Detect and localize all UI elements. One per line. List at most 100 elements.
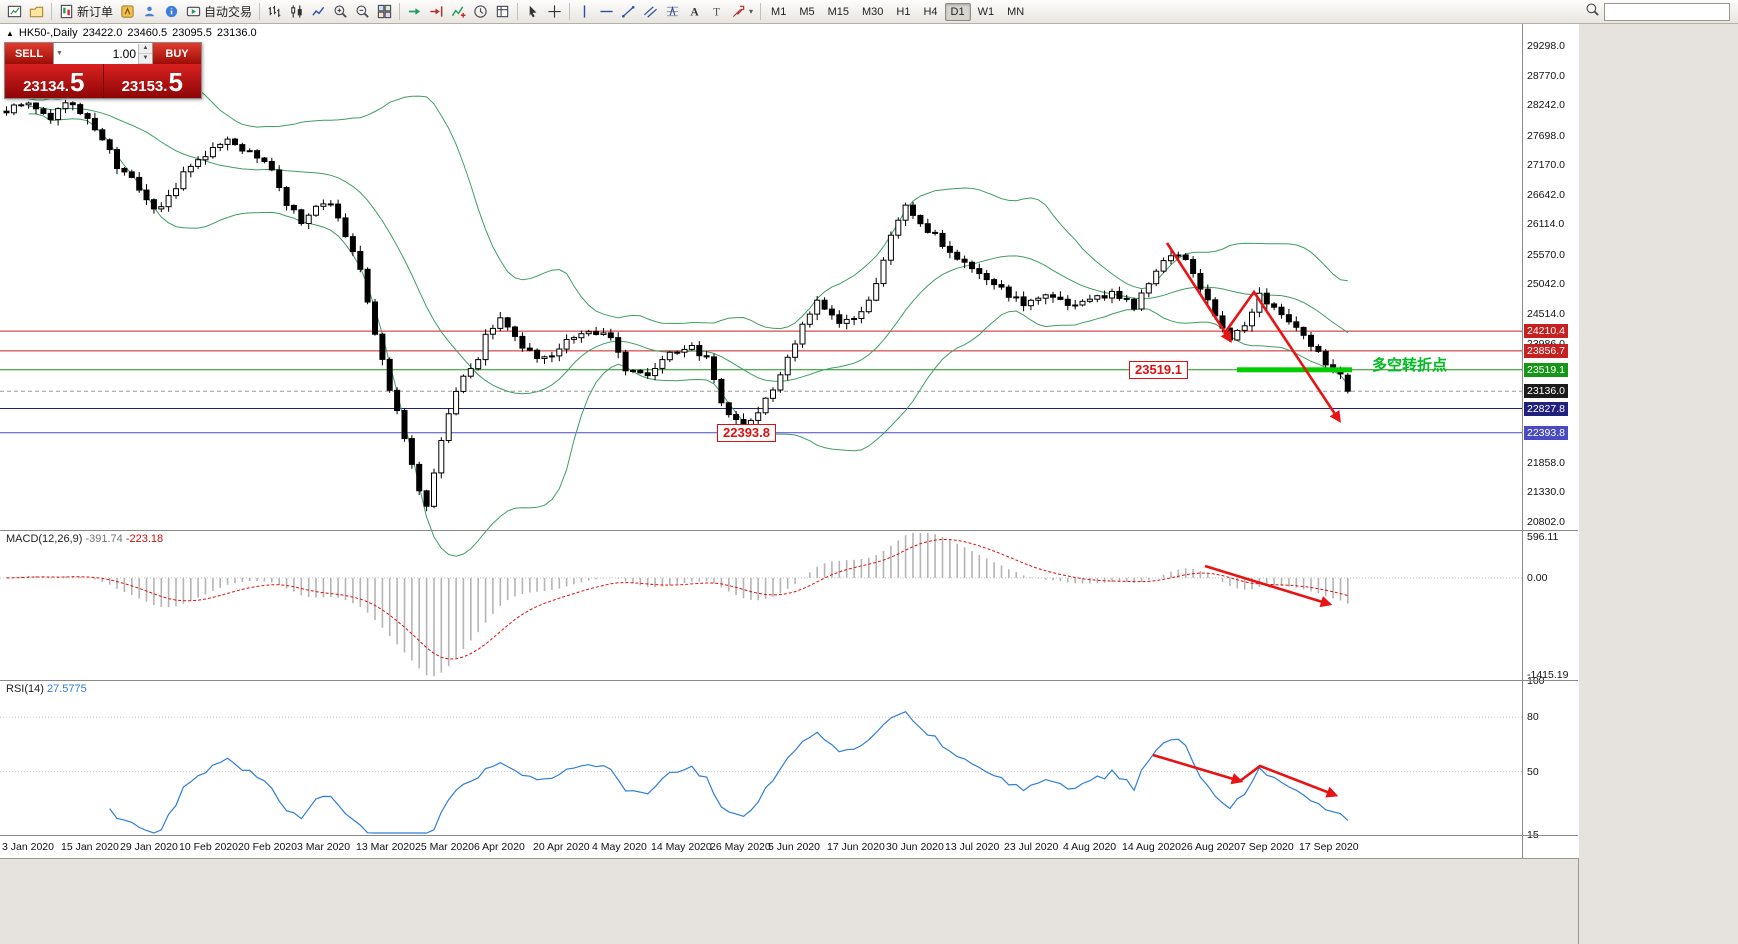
rsi-axis-label: 100 (1527, 675, 1545, 687)
templates-icon (495, 4, 510, 19)
tf-button-M30[interactable]: M30 (856, 3, 889, 21)
zoom-in-icon (333, 4, 348, 19)
market-button[interactable] (139, 2, 160, 22)
hline-button[interactable] (596, 2, 617, 22)
price-axis-label: 25570.0 (1527, 249, 1565, 261)
buy-button[interactable]: BUY (153, 43, 201, 64)
trendline-button[interactable] (618, 2, 639, 22)
zoom-out-button[interactable] (352, 2, 373, 22)
autotrading-icon (186, 4, 201, 19)
volume-input[interactable] (64, 45, 138, 62)
buy-price[interactable]: 23153.5 (102, 64, 202, 98)
tf-button-M1[interactable]: M1 (765, 3, 792, 21)
tf-button-W1[interactable]: W1 (972, 3, 1001, 21)
price-level-label: 23856.7 (1524, 344, 1568, 358)
sell-button[interactable]: SELL (5, 43, 53, 64)
cursor-icon (525, 4, 540, 19)
panel-separator[interactable] (0, 530, 1578, 531)
periods-button[interactable] (470, 2, 491, 22)
price-axis-label: 29298.0 (1527, 40, 1565, 52)
tf-button-H4[interactable]: H4 (917, 3, 943, 21)
new-order-icon (59, 4, 74, 19)
fibonacci-button[interactable] (662, 2, 683, 22)
workspace-background (1578, 24, 1738, 944)
price-axis[interactable]: 29298.0 28770.0 28242.0 27698.0 27170.0 26642… (1522, 24, 1579, 858)
price-axis-label: 24514.0 (1527, 308, 1565, 320)
tf-button-M5[interactable]: M5 (793, 3, 820, 21)
tf-button-MN[interactable]: MN (1001, 3, 1030, 21)
date-axis[interactable]: 3 Jan 2020 15 Jan 2020 29 Jan 2020 10 Feb 2… (0, 836, 1522, 858)
label-button[interactable]: T (706, 2, 727, 22)
date-axis-label: 29 Jan 2020 (120, 841, 178, 853)
new-order-button[interactable]: 新订单 (56, 2, 116, 22)
tf-button-H1[interactable]: H1 (890, 3, 916, 21)
date-axis-label: 14 May 2020 (651, 841, 712, 853)
trend-arrows[interactable] (1152, 242, 1341, 798)
rsi-axis-label: 80 (1527, 711, 1539, 723)
date-axis-label: 14 Aug 2020 (1122, 841, 1181, 853)
level-annotation-22393[interactable]: 22393.8 (717, 424, 776, 442)
chart-shift-button[interactable] (426, 2, 447, 22)
search-input[interactable] (1604, 2, 1730, 21)
candles (3, 99, 1351, 512)
one-click-toggle-icon[interactable]: ▲ (6, 29, 14, 38)
macd-name: MACD(12,26,9) (6, 533, 83, 545)
channel-button[interactable] (640, 2, 661, 22)
price-axis-label: 25042.0 (1527, 278, 1565, 290)
chart-shift-icon (429, 4, 444, 19)
macd-value: -391.74 (85, 533, 123, 545)
templates-button[interactable] (492, 2, 513, 22)
indicators-button[interactable] (448, 2, 469, 22)
candles-icon (289, 4, 304, 19)
shapes-button[interactable]: ▾ (728, 2, 756, 22)
bars-button[interactable] (264, 2, 285, 22)
chart-window: ▲ HK50-,Daily 23422.0 23460.5 23095.5 23136.0… (0, 24, 1579, 858)
line-chart-button[interactable] (308, 2, 329, 22)
tf-button-M15[interactable]: M15 (822, 3, 855, 21)
auto-scroll-icon (407, 4, 422, 19)
info-button[interactable] (161, 2, 182, 22)
volume-dropdown-icon[interactable]: ▼ (56, 50, 63, 57)
autotrading-button[interactable]: 自动交易 (183, 2, 255, 22)
turning-point-label[interactable]: 多空转折点 (1372, 357, 1448, 374)
auto-scroll-button[interactable] (404, 2, 425, 22)
date-axis-label: 20 Apr 2020 (533, 841, 590, 853)
chart-canvas[interactable] (0, 24, 1578, 858)
vline-button[interactable] (574, 2, 595, 22)
date-axis-label: 17 Sep 2020 (1299, 841, 1359, 853)
toolbar-search-area (1585, 2, 1734, 22)
sell-price[interactable]: 23134.5 (5, 64, 103, 98)
level-annotation-23519[interactable]: 23519.1 (1129, 361, 1188, 379)
panel-separator[interactable] (0, 835, 1578, 836)
panel-separator[interactable] (0, 680, 1578, 681)
volume-decrease-button[interactable]: ▼ (139, 53, 152, 64)
tile-windows-button[interactable] (374, 2, 395, 22)
bars-icon (267, 4, 282, 19)
text-button[interactable]: A (684, 2, 705, 22)
toolbar-separator (517, 3, 519, 20)
metaeditor-button[interactable] (117, 2, 138, 22)
zoom-in-button[interactable] (330, 2, 351, 22)
svg-text:T: T (713, 7, 720, 19)
cursor-button[interactable] (522, 2, 543, 22)
line-chart-icon (311, 4, 326, 19)
profiles-button[interactable] (26, 2, 47, 22)
price-axis-label: 26642.0 (1527, 189, 1565, 201)
date-axis-label: 7 Sep 2020 (1240, 841, 1294, 853)
date-axis-label: 4 Aug 2020 (1063, 841, 1117, 853)
toolbar-separator (569, 3, 571, 20)
tf-button-D1[interactable]: D1 (944, 2, 971, 21)
turning-point-line[interactable] (1237, 367, 1352, 373)
crosshair-button[interactable] (544, 2, 565, 22)
date-axis-label: 5 Jun 2020 (768, 841, 820, 853)
fibonacci-icon (665, 4, 680, 19)
macd-signal-line (6, 538, 1348, 660)
new-chart-button[interactable] (4, 2, 25, 22)
price-axis-label: 21858.0 (1527, 457, 1565, 469)
price-axis-label: 20802.0 (1527, 516, 1565, 528)
volume-increase-button[interactable]: ▲ (139, 43, 152, 54)
label-icon: T (709, 4, 724, 19)
candles-button[interactable] (286, 2, 307, 22)
date-axis-label: 6 Apr 2020 (474, 841, 525, 853)
